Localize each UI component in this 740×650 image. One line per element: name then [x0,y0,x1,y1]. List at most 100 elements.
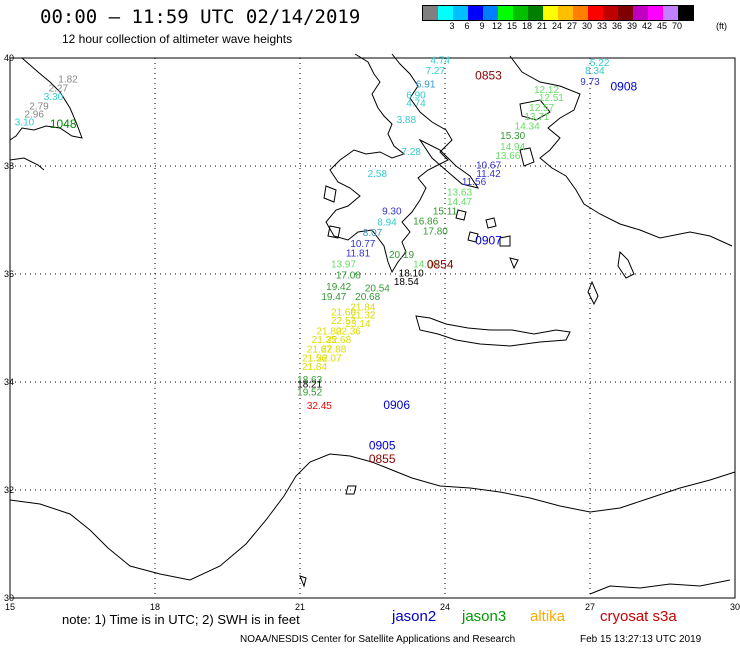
swh-value: 22.68 [326,335,351,346]
lat-tick-label: 34 [4,377,14,387]
swh-value: 11.81 [346,249,371,260]
lon-tick-label: 30 [730,602,740,612]
swh-value: 8.94 [377,217,397,228]
pass-time-label: 0905 [369,439,396,453]
longitude-ticks: 15 18 21 24 27 30 [5,602,740,612]
swh-value: 18.63 [297,375,322,386]
swh-value: 12.51 [539,93,564,104]
colorbar-swatch [543,6,558,20]
swh-value: 3.88 [397,115,417,126]
legend-altika: altika [530,608,566,625]
coastline-small-islands [299,485,357,588]
lon-tick-label: 15 [5,602,15,612]
legend-cryosat: cryosat s3a [600,608,677,625]
swh-value: 12.12 [534,85,559,96]
lat-tick-label: 32 [4,485,14,495]
colorbar-tick-label: 27 [566,21,578,31]
swh-value: 2.58 [368,169,388,180]
swh-value: 18.21 [297,379,322,390]
coastline-lesbos [519,99,551,121]
swh-value: 4.74 [406,99,426,110]
colorbar-swatch [603,6,618,20]
swh-value: 22.07 [316,353,341,364]
colorbar-swatch [633,6,648,20]
lon-tick-label: 27 [585,602,595,612]
colorbar-swatch [618,6,633,20]
colorbar-swatch [648,6,663,20]
swh-value: 21.60 [331,308,356,319]
swh-value: 17.08 [336,270,361,281]
colorbar-unit: (ft) [716,21,727,31]
swh-value: 12.57 [529,103,554,114]
colorbar-tick-label: 24 [551,21,563,31]
swh-values: 4.747.276.916.904.743.887.285.228.349.73… [15,55,610,412]
swh-value: 13.97 [331,260,356,271]
colorbar-tick-label: 33 [596,21,608,31]
swh-value: 20.19 [389,250,414,261]
lon-tick-label: 24 [440,602,450,612]
colorbar-tick-label: 21 [536,21,548,31]
swh-value: 32.45 [307,401,332,412]
swh-value: 2.96 [24,109,44,120]
footer-credit: NOAA/NESDIS Center for Satellite Applica… [240,634,516,645]
swh-value: 11.56 [462,177,487,188]
colorbar-swatch [588,6,603,20]
coastline-cyclades [455,209,519,270]
swh-value: 6.91 [416,80,436,91]
colorbar-swatch [573,6,588,20]
swh-value: 3.30 [44,92,64,103]
lat-tick-label: 30 [4,593,14,603]
swh-value: 15.11 [433,207,458,218]
swh-value: 14.94 [500,142,525,153]
footer-timestamp: Feb 15 13:27:13 UTC 2019 [580,634,702,645]
colorbar-swatch [558,6,573,20]
swh-value: 19.47 [321,292,346,303]
lat-tick-label: 40 [4,53,14,63]
swh-value: 21.35 [312,335,337,346]
swh-value: 14.34 [515,121,540,132]
swh-value: 21.84 [350,303,375,314]
swh-value: 22.36 [336,326,361,337]
swh-value: 22.88 [321,344,346,355]
pass-time-label: 0908 [610,79,637,93]
note-text: note: 1) Time is in UTC; 2) SWH is in fe… [62,612,300,627]
swh-value: 20.68 [355,292,380,303]
swh-value: 1.82 [58,74,78,85]
map-frame [9,57,736,599]
swh-value: 23.14 [345,319,370,330]
colorbar-swatch [468,6,483,20]
colorbar-swatch [438,6,453,20]
swh-value: 21.32 [350,310,375,321]
swh-value: 10.67 [476,161,501,172]
swh-value: 9.73 [580,77,600,88]
colorbar-tick-label: 39 [626,21,638,31]
swh-value: 16.86 [413,216,438,227]
swh-value: 21.84 [302,362,327,373]
swh-value: 15.30 [500,131,525,142]
coastline-greece [325,53,453,274]
swh-value: 8.34 [585,66,605,77]
pass-time-label: 0855 [369,452,396,466]
colorbar-tick-label: 42 [641,21,653,31]
swh-value: 13.63 [447,188,472,199]
colorbar-swatch [423,6,438,20]
coastline-turkey [509,55,733,247]
swh-value: 10.77 [350,239,375,250]
colorbar-tick-label: 45 [656,21,668,31]
legend-jason3: jason3 [462,608,507,625]
coastline-italy [9,57,83,141]
coastlines [9,53,736,595]
colorbar-tick-label: 70 [671,21,683,31]
legend-jason2: jason2 [392,608,437,625]
swh-value: 18.54 [394,277,419,288]
colorbar-tick-label: 18 [521,21,533,31]
pass-time-label: 0853 [475,69,502,83]
swh-value: 14.06 [413,260,438,271]
colorbar-tick-label: 12 [491,21,503,31]
map-subtitle: 12 hour collection of altimeter wave hei… [62,32,293,46]
swh-value: 2.27 [49,83,69,94]
lat-tick-label: 38 [4,161,14,171]
colorbar-swatch [678,6,693,20]
swh-value: 21.67 [307,344,332,355]
